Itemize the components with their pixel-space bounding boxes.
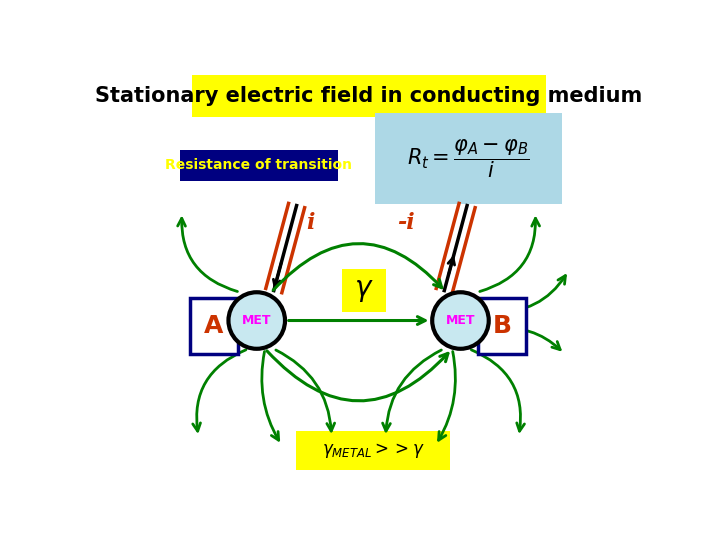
FancyBboxPatch shape [180,150,338,181]
Text: MET: MET [446,314,475,327]
Circle shape [228,292,285,349]
FancyBboxPatch shape [296,431,450,470]
Text: $R_t = \dfrac{\varphi_A - \varphi_B}{i}$: $R_t = \dfrac{\varphi_A - \varphi_B}{i}$ [408,137,530,180]
FancyBboxPatch shape [478,298,526,354]
FancyBboxPatch shape [190,298,238,354]
Text: A: A [204,314,224,338]
Text: $\gamma$: $\gamma$ [354,276,374,303]
Text: MET: MET [242,314,271,327]
FancyBboxPatch shape [192,75,546,117]
Text: Stationary electric field in conducting medium: Stationary electric field in conducting … [95,86,643,106]
Text: $\gamma_{METAL} >> \gamma$: $\gamma_{METAL} >> \gamma$ [322,441,425,460]
FancyBboxPatch shape [375,113,562,204]
FancyBboxPatch shape [342,268,386,312]
Text: -i: -i [397,212,415,234]
Text: Resistance of transition: Resistance of transition [166,158,352,172]
Text: B: B [492,314,511,338]
Text: i: i [307,212,315,234]
Circle shape [432,292,489,349]
